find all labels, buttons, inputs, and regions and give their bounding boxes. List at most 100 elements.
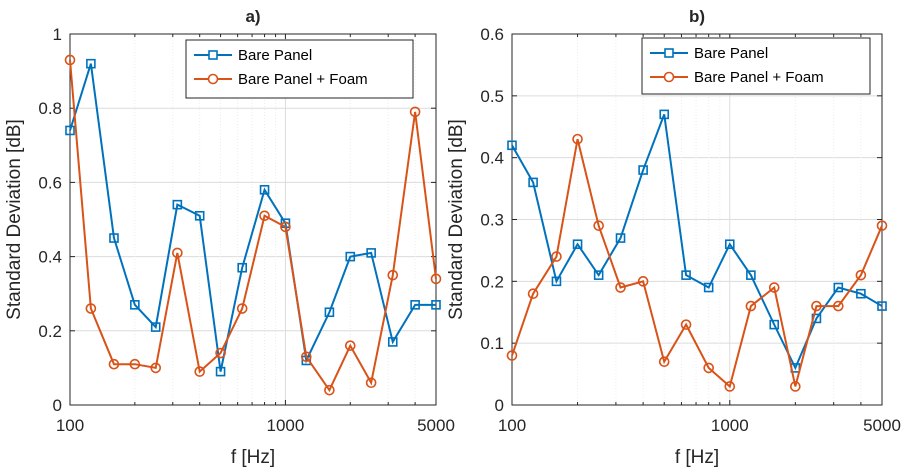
data-point bbox=[658, 356, 670, 368]
data-point bbox=[745, 300, 757, 312]
data-point bbox=[280, 221, 291, 233]
legend-swatch-marker bbox=[663, 71, 675, 83]
legend-box bbox=[185, 39, 414, 99]
chart-panel: 0 0.1 0.2 0.3 0.4 0.5 0.6 100 1000 5000 b) f [Hz] St… bbox=[446, 7, 901, 468]
data-point bbox=[324, 307, 335, 318]
y-tick-label: 0.5 bbox=[480, 87, 504, 106]
data-point bbox=[615, 233, 626, 243]
data-point bbox=[259, 185, 270, 195]
data-point bbox=[769, 319, 780, 330]
series-line bbox=[511, 114, 883, 371]
y-tick-label: 0.2 bbox=[480, 272, 504, 291]
data-point bbox=[637, 276, 649, 287]
data-point bbox=[130, 300, 140, 310]
data-point bbox=[724, 381, 736, 392]
data-point bbox=[259, 210, 270, 222]
data-point bbox=[572, 239, 583, 250]
data-point bbox=[593, 270, 604, 280]
data-point bbox=[507, 140, 517, 151]
series bbox=[507, 109, 887, 373]
series bbox=[506, 133, 888, 392]
data-point bbox=[324, 384, 335, 396]
data-point bbox=[659, 109, 670, 120]
data-point bbox=[876, 220, 888, 231]
series-line bbox=[69, 63, 436, 372]
y-tick-label: 0.8 bbox=[38, 99, 62, 118]
legend-label: Bare Panel bbox=[694, 45, 768, 62]
data-point bbox=[409, 106, 421, 118]
data-point bbox=[172, 247, 183, 259]
data-point bbox=[551, 251, 562, 262]
y-tick-label: 0 bbox=[495, 396, 504, 415]
legend-label: Bare Panel bbox=[238, 47, 312, 64]
data-point bbox=[430, 273, 442, 285]
data-point bbox=[366, 248, 376, 258]
data-point bbox=[615, 282, 626, 293]
y-tick-label: 0.4 bbox=[480, 149, 504, 168]
data-point bbox=[150, 322, 161, 332]
axes-box bbox=[69, 33, 437, 406]
data-point bbox=[301, 351, 312, 363]
series bbox=[65, 58, 441, 377]
data-point bbox=[345, 251, 356, 262]
legend-swatch-marker bbox=[664, 48, 674, 58]
y-tick-label: 0.1 bbox=[480, 334, 504, 353]
data-point bbox=[790, 381, 801, 392]
data-point bbox=[593, 220, 604, 231]
data-point bbox=[85, 303, 97, 314]
y-tick-label: 0.4 bbox=[38, 248, 62, 267]
series-line bbox=[511, 138, 883, 389]
x-tick-label: 1000 bbox=[267, 416, 305, 435]
data-point bbox=[236, 303, 248, 314]
data-point bbox=[768, 282, 780, 293]
chart-title: a) bbox=[245, 7, 260, 26]
data-point bbox=[172, 199, 183, 210]
data-point bbox=[65, 125, 75, 136]
legend: Bare Panel Bare Panel + Foam bbox=[185, 39, 414, 99]
data-point bbox=[108, 358, 120, 370]
legend-swatch-marker bbox=[207, 73, 219, 85]
data-point bbox=[811, 300, 822, 312]
x-tick-label: 100 bbox=[498, 416, 526, 435]
data-point bbox=[365, 377, 377, 389]
data-point bbox=[703, 282, 714, 293]
data-point bbox=[877, 301, 887, 311]
data-point bbox=[506, 350, 518, 361]
data-point bbox=[551, 276, 562, 287]
data-point bbox=[194, 366, 205, 377]
legend-swatch-marker bbox=[208, 50, 218, 60]
chart-title: b) bbox=[689, 7, 705, 26]
data-point bbox=[680, 319, 692, 330]
data-point bbox=[109, 233, 119, 243]
y-tick-label: 0 bbox=[53, 396, 62, 415]
x-tick-label: 5000 bbox=[417, 416, 455, 435]
data-point bbox=[194, 210, 205, 221]
series-line bbox=[69, 59, 437, 393]
data-point bbox=[856, 288, 866, 299]
x-axis-label: f [Hz] bbox=[231, 447, 275, 468]
data-point bbox=[855, 269, 867, 281]
data-point bbox=[387, 337, 398, 347]
data-point bbox=[150, 362, 162, 374]
data-point bbox=[237, 262, 247, 273]
y-tick-label: 0.6 bbox=[38, 173, 62, 192]
data-point bbox=[431, 300, 441, 310]
x-axis-label: f [Hz] bbox=[675, 447, 719, 468]
legend-box bbox=[641, 37, 871, 95]
series bbox=[64, 54, 442, 396]
data-point bbox=[527, 288, 539, 300]
y-axis-label: Standard Deviation [dB] bbox=[4, 119, 25, 320]
data-point bbox=[129, 358, 141, 370]
data-point bbox=[410, 300, 420, 310]
legend-label: Bare Panel + Foam bbox=[694, 69, 824, 86]
data-point bbox=[703, 362, 714, 374]
data-point bbox=[86, 58, 96, 69]
data-point bbox=[746, 270, 756, 280]
y-tick-label: 0.6 bbox=[480, 25, 504, 44]
chart-panel: 0 0.2 0.4 0.6 0.8 1 100 1000 5000 a) f [Hz] Standar… bbox=[4, 7, 455, 468]
data-point bbox=[344, 340, 356, 351]
x-tick-label: 5000 bbox=[863, 416, 901, 435]
y-tick-label: 1 bbox=[53, 25, 62, 44]
x-tick-label: 100 bbox=[56, 416, 84, 435]
